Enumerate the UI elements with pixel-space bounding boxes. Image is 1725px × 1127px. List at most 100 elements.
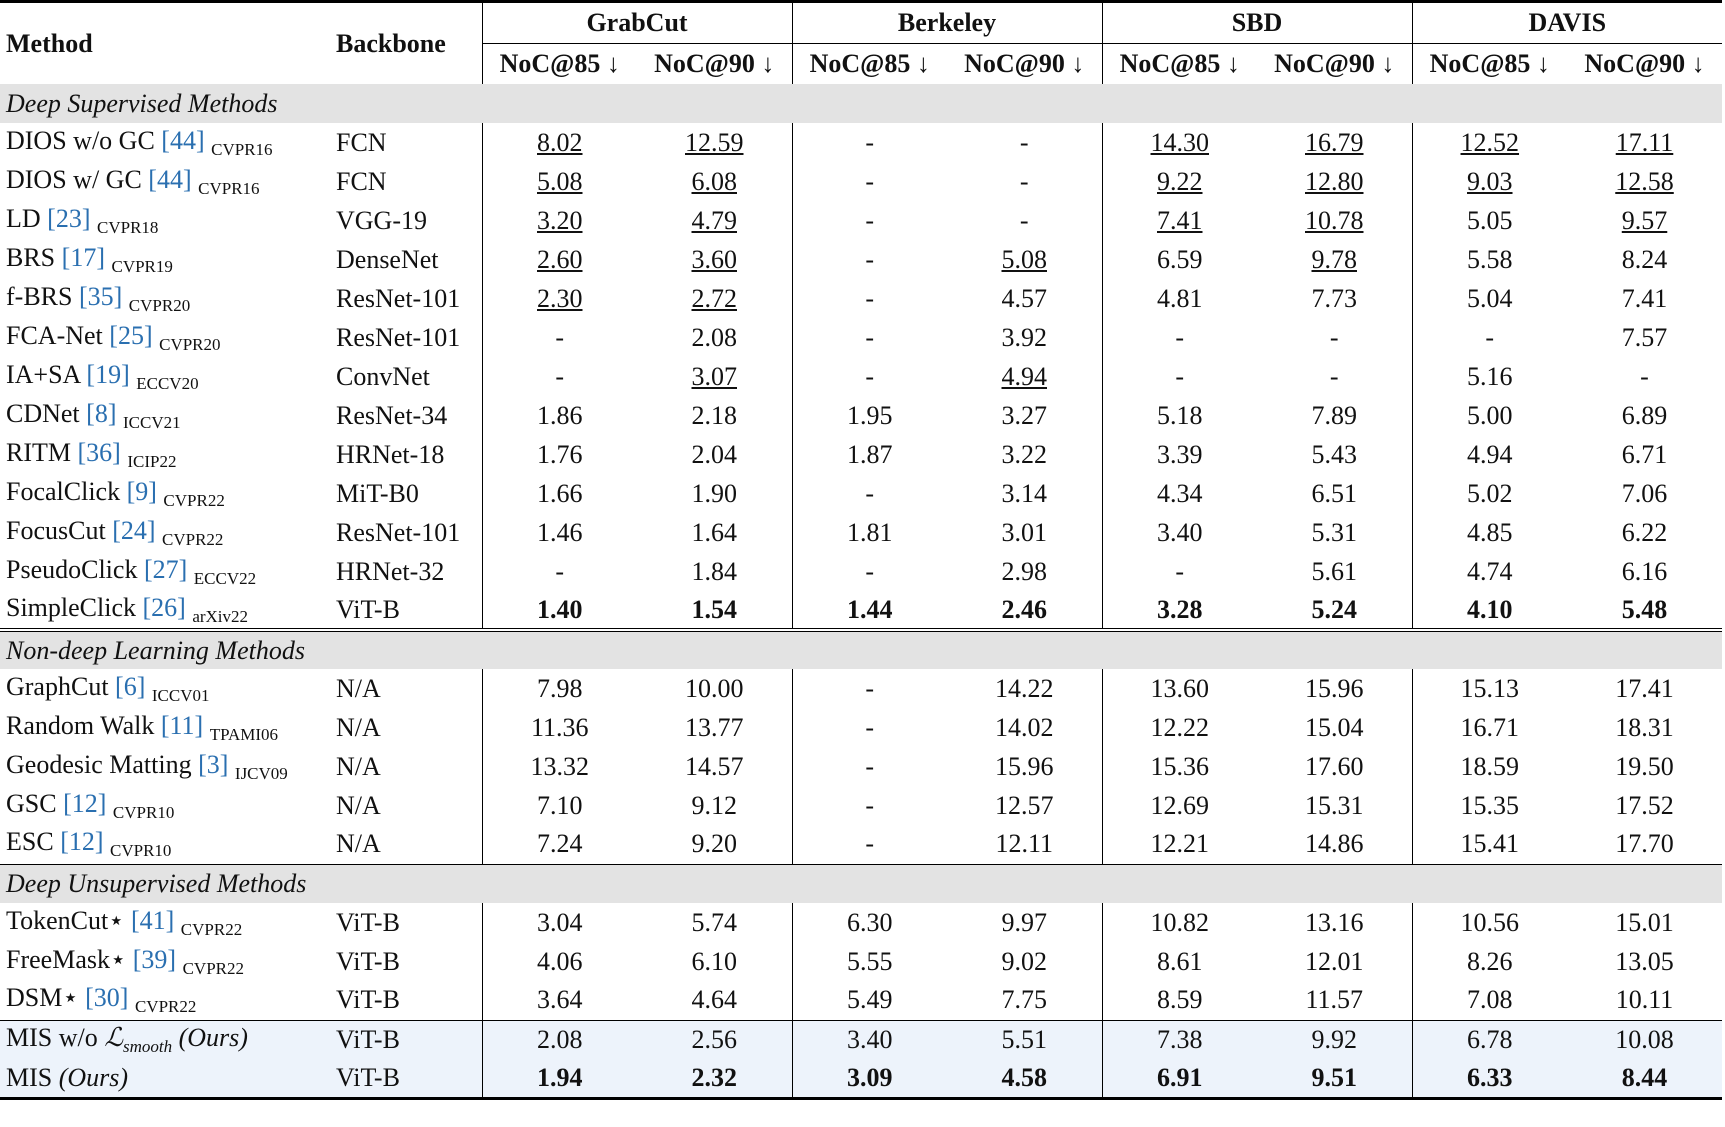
- backbone-cell: ViT-B: [336, 946, 400, 976]
- value-cell: 9.97: [947, 903, 1102, 942]
- value: 18.31: [1615, 712, 1674, 742]
- value: -: [555, 556, 565, 586]
- value-cell: -: [481, 552, 637, 591]
- value: 3.92: [1001, 322, 1048, 352]
- venue: CVPR22: [180, 919, 243, 939]
- value: 13.60: [1150, 673, 1210, 703]
- section-title: Deep Unsupervised Methods: [0, 863, 1723, 903]
- value: 9.92: [1311, 1024, 1358, 1054]
- value-cell: -: [791, 669, 947, 708]
- value-cell: -: [947, 162, 1102, 201]
- value: 4.94: [1467, 439, 1513, 469]
- value: 5.31: [1311, 517, 1358, 547]
- value-cell: 15.36: [1101, 747, 1257, 786]
- method-name: TokenCut⋆: [6, 905, 125, 935]
- value: 7.08: [1467, 985, 1513, 1015]
- value: -: [1175, 361, 1185, 391]
- value-cell: 12.57: [947, 786, 1102, 825]
- value: 7.98: [537, 673, 583, 703]
- value-cell: 9.20: [637, 825, 792, 864]
- table-row: LD [23] CVPR18 VGG-19 3.20 4.79- -7.41 10.78 5…: [0, 201, 1722, 240]
- value-cell: -: [791, 552, 947, 591]
- value: 6.91: [1157, 1062, 1203, 1092]
- value-cell: 5.31: [1257, 513, 1412, 552]
- value-cell: -: [947, 123, 1102, 162]
- value: 7.57: [1621, 322, 1668, 352]
- value-cell: 6.91: [1101, 1059, 1257, 1098]
- citation: [24]: [112, 515, 156, 545]
- group-header: Berkeley: [791, 1, 1102, 44]
- value-cell: 18.59: [1411, 747, 1568, 786]
- value-cell: 2.60: [481, 240, 637, 279]
- value: 4.10: [1467, 594, 1513, 624]
- value: -: [865, 205, 875, 235]
- value: 14.57: [685, 751, 744, 781]
- value: 5.61: [1311, 556, 1358, 586]
- value: 3.14: [1001, 478, 1048, 508]
- value-cell: 7.89: [1257, 396, 1412, 435]
- value: 6.10: [691, 946, 738, 976]
- citation: [3]: [198, 749, 229, 779]
- value: 4.85: [1467, 517, 1513, 547]
- value-cell: 4.94: [947, 357, 1102, 396]
- value-cell: 5.48: [1567, 591, 1723, 632]
- backbone-cell: N/A: [336, 712, 381, 742]
- value-cell: 3.40: [1101, 513, 1257, 552]
- value-cell: 2.18: [637, 396, 792, 435]
- value: 2.18: [691, 400, 738, 430]
- value-cell: 7.98: [481, 669, 637, 708]
- results-table: Method Backbone GrabCut Berkeley SBD DAVIS NoC…: [0, 0, 1723, 1100]
- value-cell: 7.06: [1567, 474, 1722, 513]
- value-cell: 3.20: [481, 201, 637, 240]
- value-cell: 12.59: [637, 123, 792, 162]
- value-cell: 12.11: [947, 825, 1102, 864]
- value-cell: 9.12: [637, 786, 792, 825]
- value: 1.54: [691, 594, 738, 624]
- venue: CVPR16: [198, 178, 260, 198]
- value-cell: 11.57: [1257, 981, 1412, 1020]
- value: 4.94: [1001, 361, 1048, 391]
- value: 2.04: [691, 439, 738, 469]
- value-cell: 5.04: [1411, 279, 1568, 318]
- method-cell: SimpleClick [26] arXiv22: [0, 591, 330, 632]
- value: -: [865, 478, 875, 508]
- value: 1.94: [537, 1062, 583, 1092]
- value-cell: -: [1411, 318, 1568, 357]
- value: 1.87: [847, 439, 893, 469]
- citation: [23]: [47, 203, 91, 233]
- metric-header: NoC@85 ↓: [1101, 43, 1257, 84]
- value-cell: 1.64: [637, 513, 792, 552]
- value-cell: 5.24: [1257, 591, 1413, 632]
- value-cell: 2.98: [947, 552, 1102, 591]
- table-row: DIOS w/o GC [44] CVPR16 FCN 8.02 12.59- -14.…: [0, 123, 1722, 162]
- value-cell: 5.74: [637, 903, 792, 942]
- value: 13.16: [1305, 907, 1364, 937]
- metric-header: NoC@85 ↓: [1411, 43, 1568, 84]
- value-cell: 13.77: [637, 708, 792, 747]
- value-cell: 10.82: [1101, 903, 1257, 942]
- value: 12.80: [1305, 166, 1364, 196]
- value-cell: 8.44: [1567, 1059, 1723, 1098]
- value-cell: 14.30: [1101, 123, 1257, 162]
- value-cell: 4.79: [637, 201, 792, 240]
- value: 12.22: [1150, 712, 1210, 742]
- value: 17.70: [1615, 829, 1674, 859]
- value-cell: 3.64: [481, 981, 637, 1020]
- value-cell: 9.92: [1257, 1019, 1413, 1059]
- value-cell: -: [1257, 318, 1412, 357]
- method-name: CDNet: [6, 398, 80, 428]
- value-cell: -: [791, 474, 947, 513]
- value: 6.59: [1157, 244, 1203, 274]
- method-cell: Random Walk [11] TPAMI06: [0, 708, 330, 747]
- venue: CVPR10: [110, 841, 172, 861]
- value-cell: -: [791, 123, 947, 162]
- value-cell: 12.01: [1257, 942, 1412, 981]
- value: 8.24: [1621, 244, 1668, 274]
- method-cell: FocalClick [9] CVPR22: [0, 474, 330, 513]
- value: 18.59: [1460, 751, 1520, 781]
- value: 15.13: [1460, 673, 1520, 703]
- backbone-cell: ViT-B: [330, 1059, 482, 1098]
- method-cell: MIS w/o ℒsmooth (Ours): [0, 1019, 330, 1059]
- value: 14.22: [995, 673, 1054, 703]
- value: 3.27: [1001, 400, 1048, 430]
